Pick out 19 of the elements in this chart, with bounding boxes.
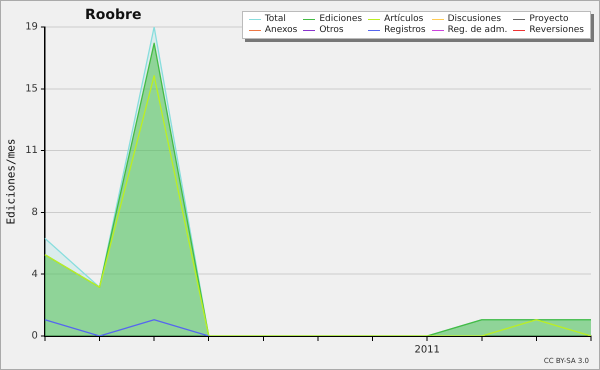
y-tick-label: 8 [32, 206, 38, 218]
legend-label: Total [264, 14, 287, 25]
x-tick-label: 2011 [414, 344, 440, 356]
y-tick-label: 0 [32, 330, 38, 342]
y-tick-label: 11 [25, 145, 38, 156]
legend-label: Reversiones [528, 25, 584, 36]
y-tick-label: 19 [25, 22, 38, 33]
legend-label: Discusiones [446, 14, 502, 25]
y-axis-title: Ediciones/mes [4, 138, 18, 225]
legend-label: Ediciones [318, 14, 362, 25]
y-tick-label: 15 [25, 83, 38, 94]
legend-label: Otros [318, 25, 345, 36]
legend-label: Anexos [264, 25, 298, 36]
y-tick-label: 4 [32, 268, 38, 280]
legend-label: Proyecto [528, 14, 570, 25]
legend-label: Artículos [383, 14, 424, 25]
chart-title: Roobre [85, 7, 142, 23]
legend-label: Registros [383, 25, 426, 36]
legend-label: Reg. de adm. [446, 25, 508, 36]
